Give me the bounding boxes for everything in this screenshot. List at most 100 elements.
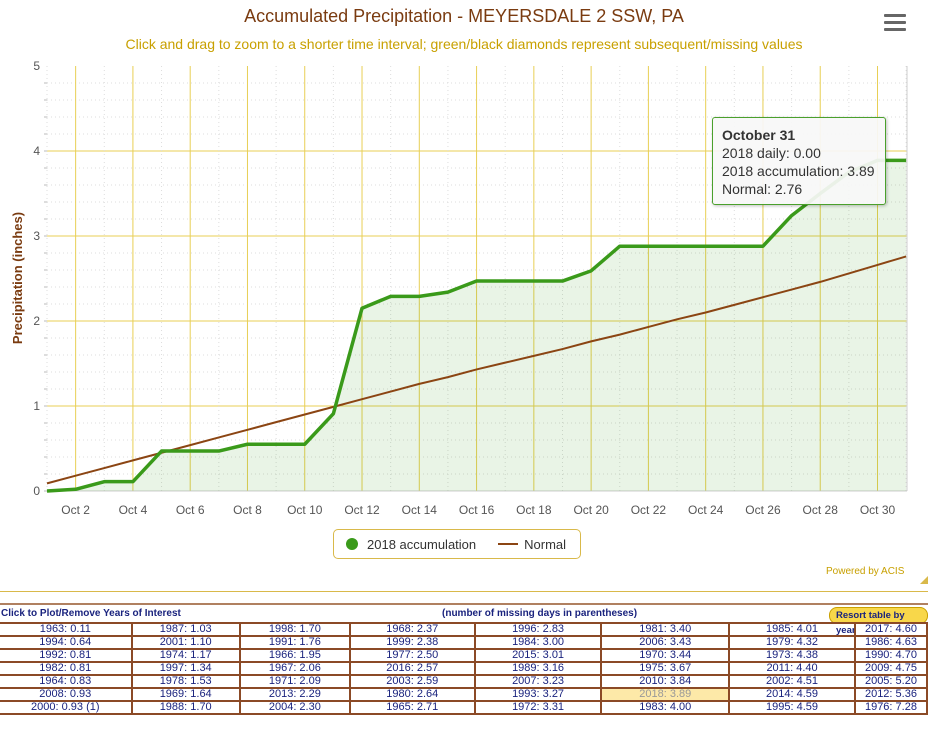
x-tick-label: Oct 2 — [61, 503, 90, 517]
tooltip-normal: Normal: 2.76 — [722, 181, 803, 197]
year-cell[interactable]: 1989: 3.16 — [474, 661, 603, 676]
x-tick-label: Oct 26 — [745, 503, 781, 517]
year-cell[interactable]: 1963: 0.11 — [0, 622, 133, 637]
x-tick-label: Oct 28 — [803, 503, 839, 517]
year-cell[interactable]: 1995: 4.59 — [729, 700, 856, 715]
tooltip: October 31 2018 daily: 0.00 2018 accumul… — [712, 117, 886, 205]
table-row: 1982: 0.81 1997: 1.34 1967: 2.06 2016: 2.57… — [0, 661, 928, 676]
year-cell[interactable]: 1991: 1.76 — [239, 635, 351, 650]
resize-handle-icon[interactable] — [920, 576, 928, 584]
y-tick-label: 2 — [33, 314, 40, 328]
x-tick-label: Oct 8 — [233, 503, 262, 517]
x-tick-label: Oct 6 — [176, 503, 205, 517]
year-cell[interactable]: 2013: 2.29 — [239, 687, 351, 702]
year-cell[interactable]: 1974: 1.17 — [131, 648, 241, 663]
x-tick-label: Oct 18 — [516, 503, 552, 517]
year-cell[interactable]: 2009: 4.75 — [854, 661, 928, 676]
year-cell[interactable]: 2016: 2.57 — [349, 661, 476, 676]
year-cell[interactable]: 1990: 4.70 — [854, 648, 928, 663]
legend-label: 2018 accumulation — [367, 536, 477, 552]
year-cell[interactable]: 1997: 1.34 — [131, 661, 241, 676]
year-cell[interactable]: 1985: 4.01 — [729, 622, 856, 637]
legend-label: Normal — [524, 536, 567, 552]
tooltip-date: October 31 — [722, 127, 796, 143]
y-tick-label: 4 — [33, 144, 40, 158]
year-cell[interactable]: 2002: 4.51 — [729, 674, 856, 689]
year-cell[interactable]: 2018: 3.89 — [601, 687, 731, 702]
year-cell[interactable]: 2005: 5.20 — [854, 674, 928, 689]
year-cell[interactable]: 1981: 3.40 — [601, 622, 731, 637]
year-cell[interactable]: 1994: 0.64 — [0, 635, 133, 650]
year-cell[interactable]: 1980: 2.64 — [349, 687, 476, 702]
year-cell[interactable]: 2012: 5.36 — [854, 687, 928, 702]
year-cell[interactable]: 1970: 3.44 — [601, 648, 731, 663]
year-cell[interactable]: 2010: 3.84 — [601, 674, 731, 689]
year-cell[interactable]: 2017: 4.60 — [854, 622, 928, 637]
year-cell[interactable]: 1978: 1.53 — [131, 674, 241, 689]
years-table: 1963: 0.11 1987: 1.03 1998: 1.70 1968: 2.37… — [0, 622, 928, 715]
year-cell[interactable]: 1964: 0.83 — [0, 674, 133, 689]
y-tick-label: 5 — [33, 59, 40, 73]
year-cell[interactable]: 1973: 4.38 — [729, 648, 856, 663]
year-cell[interactable]: 1968: 2.37 — [349, 622, 476, 637]
year-cell[interactable]: 1976: 7.28 — [854, 700, 928, 715]
legend: 2018 accumulation Normal — [333, 529, 581, 559]
year-cell[interactable]: 1982: 0.81 — [0, 661, 133, 676]
year-cell[interactable]: 1999: 2.38 — [349, 635, 476, 650]
table-row: 1964: 0.83 1978: 1.53 1971: 2.09 2003: 2.59… — [0, 674, 928, 689]
year-cell[interactable]: 2014: 4.59 — [729, 687, 856, 702]
table-header: Click to Plot/Remove Years of Interest (… — [0, 603, 928, 636]
x-tick-label: Oct 16 — [459, 503, 495, 517]
year-cell[interactable]: 2000: 0.93 (1) — [0, 700, 133, 715]
year-cell[interactable]: 2007: 3.23 — [474, 674, 603, 689]
year-cell[interactable]: 1993: 3.27 — [474, 687, 603, 702]
chart-title: Accumulated Precipitation - MEYERSDALE 2… — [244, 6, 684, 26]
year-cell[interactable]: 1967: 2.06 — [239, 661, 351, 676]
year-cell[interactable]: 1988: 1.70 — [131, 700, 241, 715]
x-tick-label: Oct 30 — [860, 503, 896, 517]
year-cell[interactable]: 1992: 0.81 — [0, 648, 133, 663]
year-cell[interactable]: 1975: 3.67 — [601, 661, 731, 676]
x-tick-label: Oct 22 — [631, 503, 667, 517]
x-tick-label: Oct 12 — [344, 503, 380, 517]
line-normal — [46, 255, 907, 485]
tooltip-accum: 2018 accumulation: 3.89 — [722, 163, 875, 179]
year-cell[interactable]: 1983: 4.00 — [601, 700, 731, 715]
year-cell[interactable]: 1977: 2.50 — [349, 648, 476, 663]
year-cell[interactable]: 2008: 0.93 — [0, 687, 133, 702]
green-dot-icon — [346, 538, 358, 550]
x-tick-label: Oct 24 — [688, 503, 724, 517]
year-cell[interactable]: 2001: 1.10 — [131, 635, 241, 650]
y-axis-label: Precipitation (inches) — [10, 212, 25, 344]
year-cell[interactable]: 2006: 3.43 — [601, 635, 731, 650]
year-cell[interactable]: 1987: 1.03 — [131, 622, 241, 637]
year-cell[interactable]: 2004: 2.30 — [239, 700, 351, 715]
year-cell[interactable]: 1996: 2.83 — [474, 622, 603, 637]
x-tick-label: Oct 4 — [119, 503, 148, 517]
year-cell[interactable]: 1971: 2.09 — [239, 674, 351, 689]
year-cell[interactable]: 2015: 3.01 — [474, 648, 603, 663]
year-cell[interactable]: 1984: 3.00 — [474, 635, 603, 650]
y-tick-label: 3 — [33, 229, 40, 243]
precipitation-chart[interactable]: 0 1 2 3 4 5 Oct 2 Oct 4 Oct 6 Oct 8 Oct 10 Oct 12 Oc… — [0, 0, 928, 592]
year-cell[interactable]: 2011: 4.40 — [729, 661, 856, 676]
year-cell[interactable]: 1979: 4.32 — [729, 635, 856, 650]
credits-link[interactable]: Powered by ACIS — [826, 566, 905, 577]
year-cell[interactable]: 1972: 3.31 — [474, 700, 603, 715]
legend-item-2018[interactable]: 2018 accumulation — [346, 537, 476, 552]
year-cell[interactable]: 1965: 2.71 — [349, 700, 476, 715]
area-2018 — [47, 160, 907, 491]
year-cell[interactable]: 1998: 1.70 — [239, 622, 351, 637]
year-cell[interactable]: 1966: 1.95 — [239, 648, 351, 663]
year-cell[interactable]: 1969: 1.64 — [131, 687, 241, 702]
x-tick-label: Oct 14 — [402, 503, 438, 517]
year-cell[interactable]: 1986: 4.63 — [854, 635, 928, 650]
hamburger-menu-icon[interactable] — [884, 14, 906, 32]
table-row: 2000: 0.93 (1) 1988: 1.70 2004: 2.30 1965: … — [0, 700, 928, 715]
table-row: 1994: 0.64 2001: 1.10 1991: 1.76 1999: 2.38… — [0, 635, 928, 650]
table-note: (number of missing days in parentheses) — [442, 608, 638, 619]
year-cell[interactable]: 2003: 2.59 — [349, 674, 476, 689]
chart-subtitle: Click and drag to zoom to a shorter time… — [125, 36, 803, 52]
table-row: 2008: 0.93 1969: 1.64 2013: 2.29 1980: 2.64… — [0, 687, 928, 702]
legend-item-normal[interactable]: Normal — [498, 537, 566, 552]
